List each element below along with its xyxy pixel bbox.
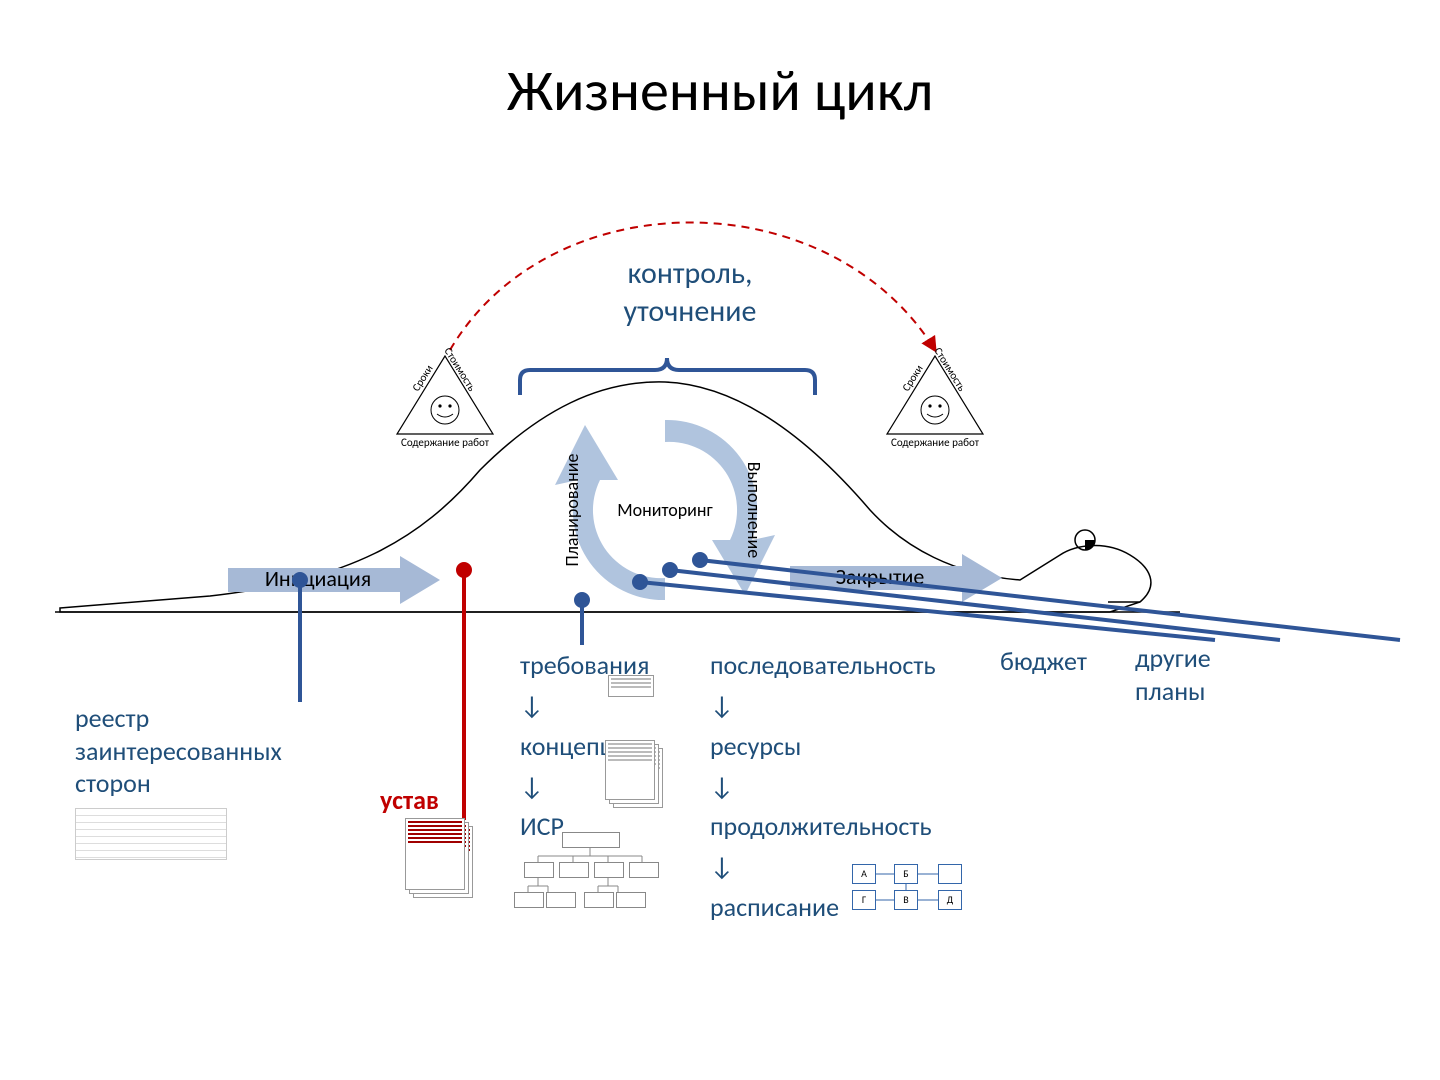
cycle-right-label: Выполнение bbox=[743, 462, 765, 558]
net-v2: В bbox=[894, 890, 918, 910]
isp-l2 bbox=[546, 892, 576, 908]
connector-ustav bbox=[458, 564, 470, 820]
isp-n1 bbox=[524, 862, 554, 878]
thumb-spreadsheet bbox=[75, 808, 227, 860]
isp-l4 bbox=[616, 892, 646, 908]
isp-n3 bbox=[594, 862, 624, 878]
thumb-ustav-doc-1 bbox=[405, 818, 465, 890]
svg-text:Стоимость: Стоимость bbox=[931, 345, 968, 394]
net-a: А bbox=[852, 864, 876, 884]
isp-l1 bbox=[514, 892, 544, 908]
callout-reestr: реестрзаинтересованныхсторон bbox=[75, 702, 282, 800]
net-g: Г bbox=[852, 890, 876, 910]
phase-label-initiation: Инициация bbox=[265, 565, 371, 592]
isp-l3 bbox=[584, 892, 614, 908]
net-v bbox=[938, 864, 962, 884]
thumb-treb-doc bbox=[608, 675, 654, 697]
triangle-left: Сроки Стоимость Содержание работ bbox=[397, 345, 493, 449]
callout-seq-chain: последовательность ↓ ресурсы ↓ продолжит… bbox=[710, 645, 936, 927]
callout-ustav: устав bbox=[380, 784, 439, 817]
svg-text:Содержание работ: Содержание работ bbox=[891, 436, 980, 449]
triangle-right: Сроки Стоимость Содержание работ bbox=[887, 345, 983, 449]
net-b: Б bbox=[894, 864, 918, 884]
control-label: контроль, уточнение bbox=[560, 255, 820, 330]
isp-root bbox=[562, 832, 620, 848]
net-d: Д bbox=[938, 890, 962, 910]
control-brace bbox=[520, 358, 815, 395]
phase-arrow-initiation: Инициация bbox=[228, 556, 440, 604]
dino-eye-fill bbox=[1085, 540, 1095, 550]
callout-budget: бюджет bbox=[1000, 645, 1087, 678]
cycle-center-label: Мониторинг bbox=[617, 499, 713, 521]
cycle-left-label: Планирование bbox=[561, 454, 583, 567]
svg-text:Содержание работ: Содержание работ bbox=[401, 436, 490, 449]
callout-other: другиепланы bbox=[1135, 642, 1211, 707]
svg-text:Стоимость: Стоимость bbox=[441, 345, 478, 394]
isp-n2 bbox=[559, 862, 589, 878]
isp-n4 bbox=[629, 862, 659, 878]
thumb-concept-doc-1 bbox=[605, 740, 655, 800]
